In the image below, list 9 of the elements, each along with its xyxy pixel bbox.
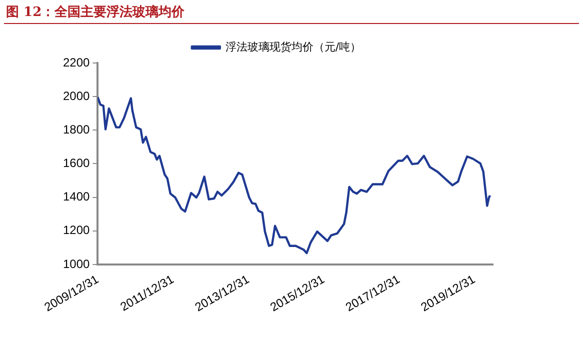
y-tick-label: 1600 xyxy=(62,156,90,170)
y-tick-label: 1000 xyxy=(62,256,90,271)
y-tick-label: 1800 xyxy=(62,122,90,136)
legend-label: 浮法玻璃现货均价（元/吨） xyxy=(225,40,362,54)
chart-title: 图 12：全国主要浮法玻璃均价 xyxy=(6,4,185,21)
y-tick-label: 2000 xyxy=(62,88,90,103)
y-tick-label: 1200 xyxy=(62,223,90,238)
y-tick-label: 1400 xyxy=(62,190,90,204)
y-tick-label: 2200 xyxy=(62,55,90,70)
